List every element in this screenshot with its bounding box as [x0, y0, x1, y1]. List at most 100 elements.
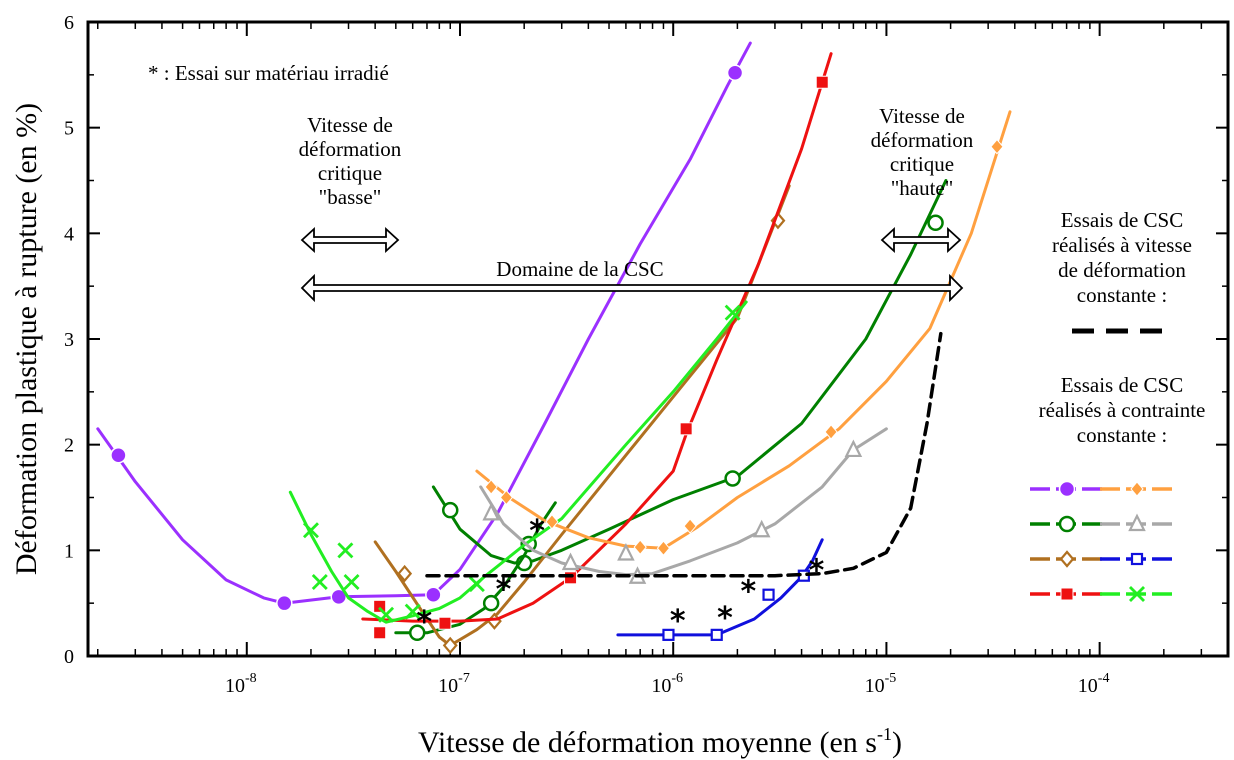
y-tick-label: 0	[64, 646, 74, 668]
plot-frame	[86, 20, 1230, 658]
series-0	[96, 41, 752, 612]
marker-circle-open	[482, 594, 500, 612]
marker-circle-filled	[110, 446, 127, 464]
series-2	[394, 501, 557, 642]
marker-x	[343, 574, 360, 591]
marker-square-filled	[373, 599, 387, 613]
x-tick-base: 10	[865, 675, 885, 697]
series-line	[373, 184, 791, 647]
x-tick-exp: -6	[671, 671, 683, 686]
marker-x	[378, 606, 395, 623]
y-tick-label: 3	[64, 329, 74, 351]
y-tick-label: 2	[64, 435, 74, 457]
asterisk-marker: *	[809, 553, 825, 588]
marker-square-filled	[373, 626, 387, 640]
x-tick-exp: -7	[458, 671, 470, 686]
marker-circle-open	[408, 624, 426, 642]
marker-square-filled	[815, 75, 829, 89]
marker-circle-filled	[726, 64, 744, 81]
marker-square-open	[1130, 552, 1144, 566]
marker-x	[724, 304, 741, 321]
x-tick-base: 10	[651, 675, 671, 697]
legend-entry	[1030, 550, 1104, 568]
series-line	[96, 41, 752, 605]
annotation-high-critical: "haute"	[891, 176, 954, 200]
y-tick-label: 5	[64, 118, 74, 140]
x-tick-exp: -8	[245, 671, 257, 686]
marker-x-stroke	[468, 576, 485, 593]
marker-square-open	[762, 588, 775, 601]
marker-square-filled	[1060, 587, 1074, 601]
series-7	[479, 427, 888, 584]
series-line	[288, 300, 748, 624]
legend-title-constant-rate: de déformation	[1058, 258, 1186, 282]
marker-diamond-filled	[683, 518, 697, 534]
legend-title-constant-rate: Essais de CSC	[1061, 208, 1184, 232]
marker-circle-open	[724, 470, 741, 487]
series-3	[373, 184, 791, 655]
annotation-low-critical: critique	[318, 161, 382, 185]
marker-x	[311, 574, 328, 591]
marker-x-stroke	[343, 574, 360, 591]
asterisk-marker: *	[670, 604, 686, 639]
x-axis-title-close: )	[892, 726, 902, 759]
arrow-domain	[300, 273, 964, 303]
marker-diamond-filled	[824, 424, 838, 440]
asterisk-marker: *	[496, 572, 512, 607]
marker-diamond-filled	[545, 514, 559, 530]
y-tick-label: 4	[64, 223, 74, 245]
x-tick-label: 10-6	[651, 671, 683, 697]
legend-title-constant-rate: constante :	[1077, 283, 1167, 307]
x-tick-exp: -5	[885, 671, 897, 686]
series-1	[431, 179, 948, 572]
y-axis-title: Déformation plastique à rupture (en %)	[10, 103, 43, 575]
annotations: * : Essai sur matériau irradié Vitesse de…	[148, 61, 1205, 447]
annotation-high-critical: critique	[890, 152, 954, 176]
series-5	[288, 300, 748, 624]
marker-circle-filled	[1058, 480, 1076, 498]
arrow-high-critical	[880, 226, 962, 254]
marker-square-filled	[564, 571, 578, 585]
legend-entry	[1030, 515, 1104, 533]
x-tick-exp: -4	[1098, 671, 1110, 686]
marker-x	[1129, 586, 1145, 602]
legend-entry	[1100, 586, 1174, 602]
marker-x-stroke	[337, 542, 354, 559]
series-9	[425, 331, 943, 578]
marker-diamond-open	[397, 564, 413, 583]
annotation-high-critical: déformation	[871, 128, 974, 152]
marker-x-stroke	[724, 304, 741, 321]
irradiated-markers: **** ***	[416, 514, 824, 640]
marker-triangle-open	[561, 552, 580, 571]
marker-diamond-filled	[656, 540, 671, 556]
annotation-low-critical: Vitesse de	[307, 113, 393, 137]
marker-x-stroke	[302, 522, 319, 539]
x-tick-label: 10-8	[225, 671, 257, 697]
marker-triangle-open	[752, 519, 771, 538]
series-8	[616, 538, 824, 641]
marker-square-filled	[438, 616, 452, 630]
x-tick-base: 10	[438, 675, 458, 697]
marker-diamond-filled	[484, 479, 498, 495]
marker-x-stroke	[378, 606, 395, 623]
marker-x	[302, 522, 319, 539]
series-group: **** ***	[96, 41, 1012, 655]
x-tick-label: 10-4	[1078, 671, 1110, 697]
x-tick-base: 10	[225, 675, 245, 697]
annotation-low-critical: déformation	[299, 137, 402, 161]
series-line	[361, 52, 833, 623]
marker-circle-open	[927, 214, 944, 232]
marker-square-open	[662, 628, 675, 641]
marker-triangle-open	[1128, 513, 1146, 532]
x-tick-label: 10-7	[438, 671, 470, 697]
marker-x	[337, 542, 354, 559]
legend-title-constant-stress: constante :	[1077, 423, 1167, 447]
legend-entry	[1100, 481, 1174, 497]
marker-x-stroke	[404, 603, 421, 620]
marker-triangle-open	[482, 502, 500, 521]
y-tick-label: 6	[64, 12, 74, 34]
marker-circle-open	[1058, 515, 1076, 533]
marker-x-stroke	[311, 574, 328, 591]
arrow-low-critical	[300, 226, 400, 254]
